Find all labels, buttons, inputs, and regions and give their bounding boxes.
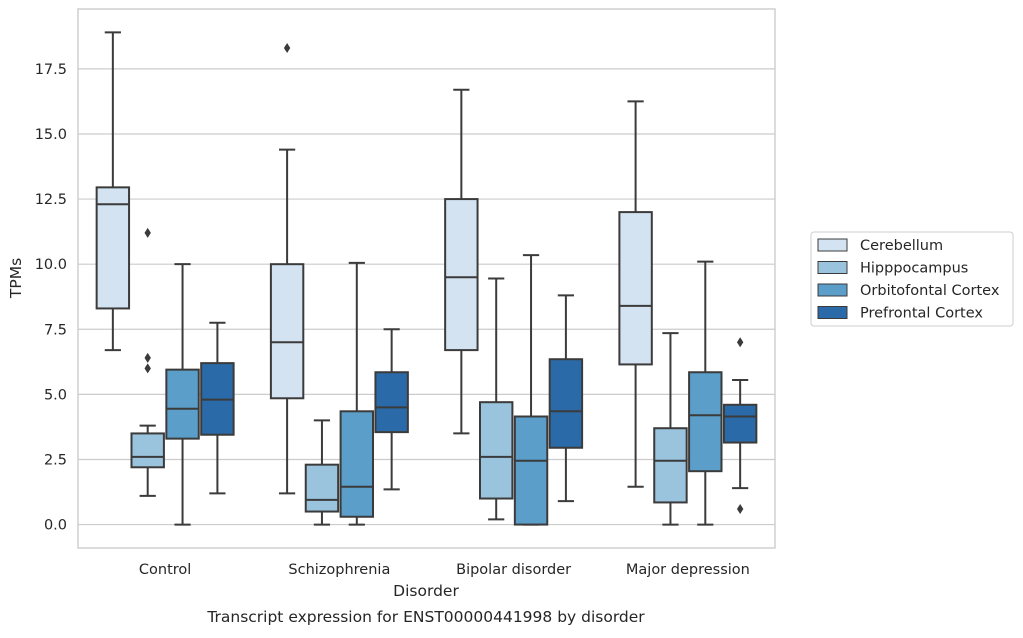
box-iqr: [688, 371, 723, 473]
y-tick-label: 15.0: [35, 127, 67, 143]
box-3-0: [618, 100, 653, 488]
outlier-marker: [736, 337, 744, 348]
box-0-2: [165, 263, 200, 526]
y-axis-label: TPMs: [7, 258, 25, 299]
boxes: [95, 31, 758, 526]
box-0-3: [200, 321, 235, 495]
box-iqr: [478, 401, 514, 500]
box-3-1: [653, 332, 688, 526]
outlier-marker: [736, 503, 744, 514]
legend-swatch: [817, 238, 848, 252]
y-tick-label: 12.5: [35, 192, 67, 208]
x-tick-label: Control: [139, 562, 191, 578]
legend-label: Orbitofontal Cortex: [860, 283, 1000, 299]
box-iqr: [653, 427, 688, 504]
legend-swatch: [817, 283, 848, 297]
box-iqr: [444, 198, 479, 352]
x-tick-label: Bipolar disorder: [456, 562, 571, 578]
legend: Cerebellum Hipppocampus Orbitofontal Corte…: [810, 231, 1014, 327]
box-2-3: [548, 294, 584, 503]
box-3-3: [722, 337, 758, 514]
box-1-0: [269, 43, 305, 495]
box-3-2: [688, 260, 723, 526]
legend-frame: [810, 231, 1014, 327]
legend-label: Hipppocampus: [860, 261, 968, 277]
outlier-marker: [283, 43, 291, 54]
x-axis-label: Disorder: [393, 582, 459, 600]
y-tick-label: 10.0: [35, 257, 67, 273]
box-iqr: [618, 211, 653, 366]
box-1-2: [339, 261, 375, 526]
legend-swatch: [817, 261, 848, 274]
legend-label: Prefrontal Cortex: [860, 306, 983, 322]
box-iqr: [269, 263, 305, 400]
y-tick-label: 17.5: [35, 62, 67, 78]
box-iqr: [130, 432, 165, 469]
box-iqr: [374, 371, 409, 434]
box-2-2: [513, 254, 549, 526]
outlier-marker: [144, 227, 151, 238]
box-iqr: [95, 186, 131, 310]
box-1-1: [304, 419, 340, 526]
y-tick-label: 0.0: [44, 518, 67, 534]
box-iqr: [339, 410, 375, 518]
y-tick-labels: 0.0 2.5 5.0 7.5 10.0 12.5 15.0 17.5: [35, 62, 67, 534]
box-iqr: [548, 358, 584, 449]
y-tick-label: 2.5: [44, 452, 67, 468]
box-0-1: [130, 227, 165, 497]
box-iqr: [304, 463, 340, 513]
outlier-marker: [144, 363, 151, 374]
y-tick-label: 7.5: [44, 322, 67, 338]
chart-caption: Transcript expression for ENST0000044199…: [206, 608, 645, 626]
y-tick-label: 5.0: [44, 387, 67, 403]
legend-swatch: [817, 306, 848, 319]
x-tick-label: Schizophrenia: [288, 562, 390, 578]
box-iqr: [165, 368, 200, 440]
box-0-0: [95, 31, 131, 352]
box-1-3: [374, 328, 409, 491]
box-iqr: [722, 403, 758, 444]
outlier-marker: [144, 352, 151, 363]
x-tick-labels: Control Schizophrenia Bipolar disorder Majo…: [139, 562, 750, 578]
legend-label: Cerebellum: [860, 238, 943, 254]
plot-frame: [77, 8, 776, 549]
x-tick-label: Major depression: [626, 562, 750, 578]
box-iqr: [513, 415, 549, 526]
box-2-0: [444, 88, 479, 435]
box-2-1: [478, 277, 514, 521]
